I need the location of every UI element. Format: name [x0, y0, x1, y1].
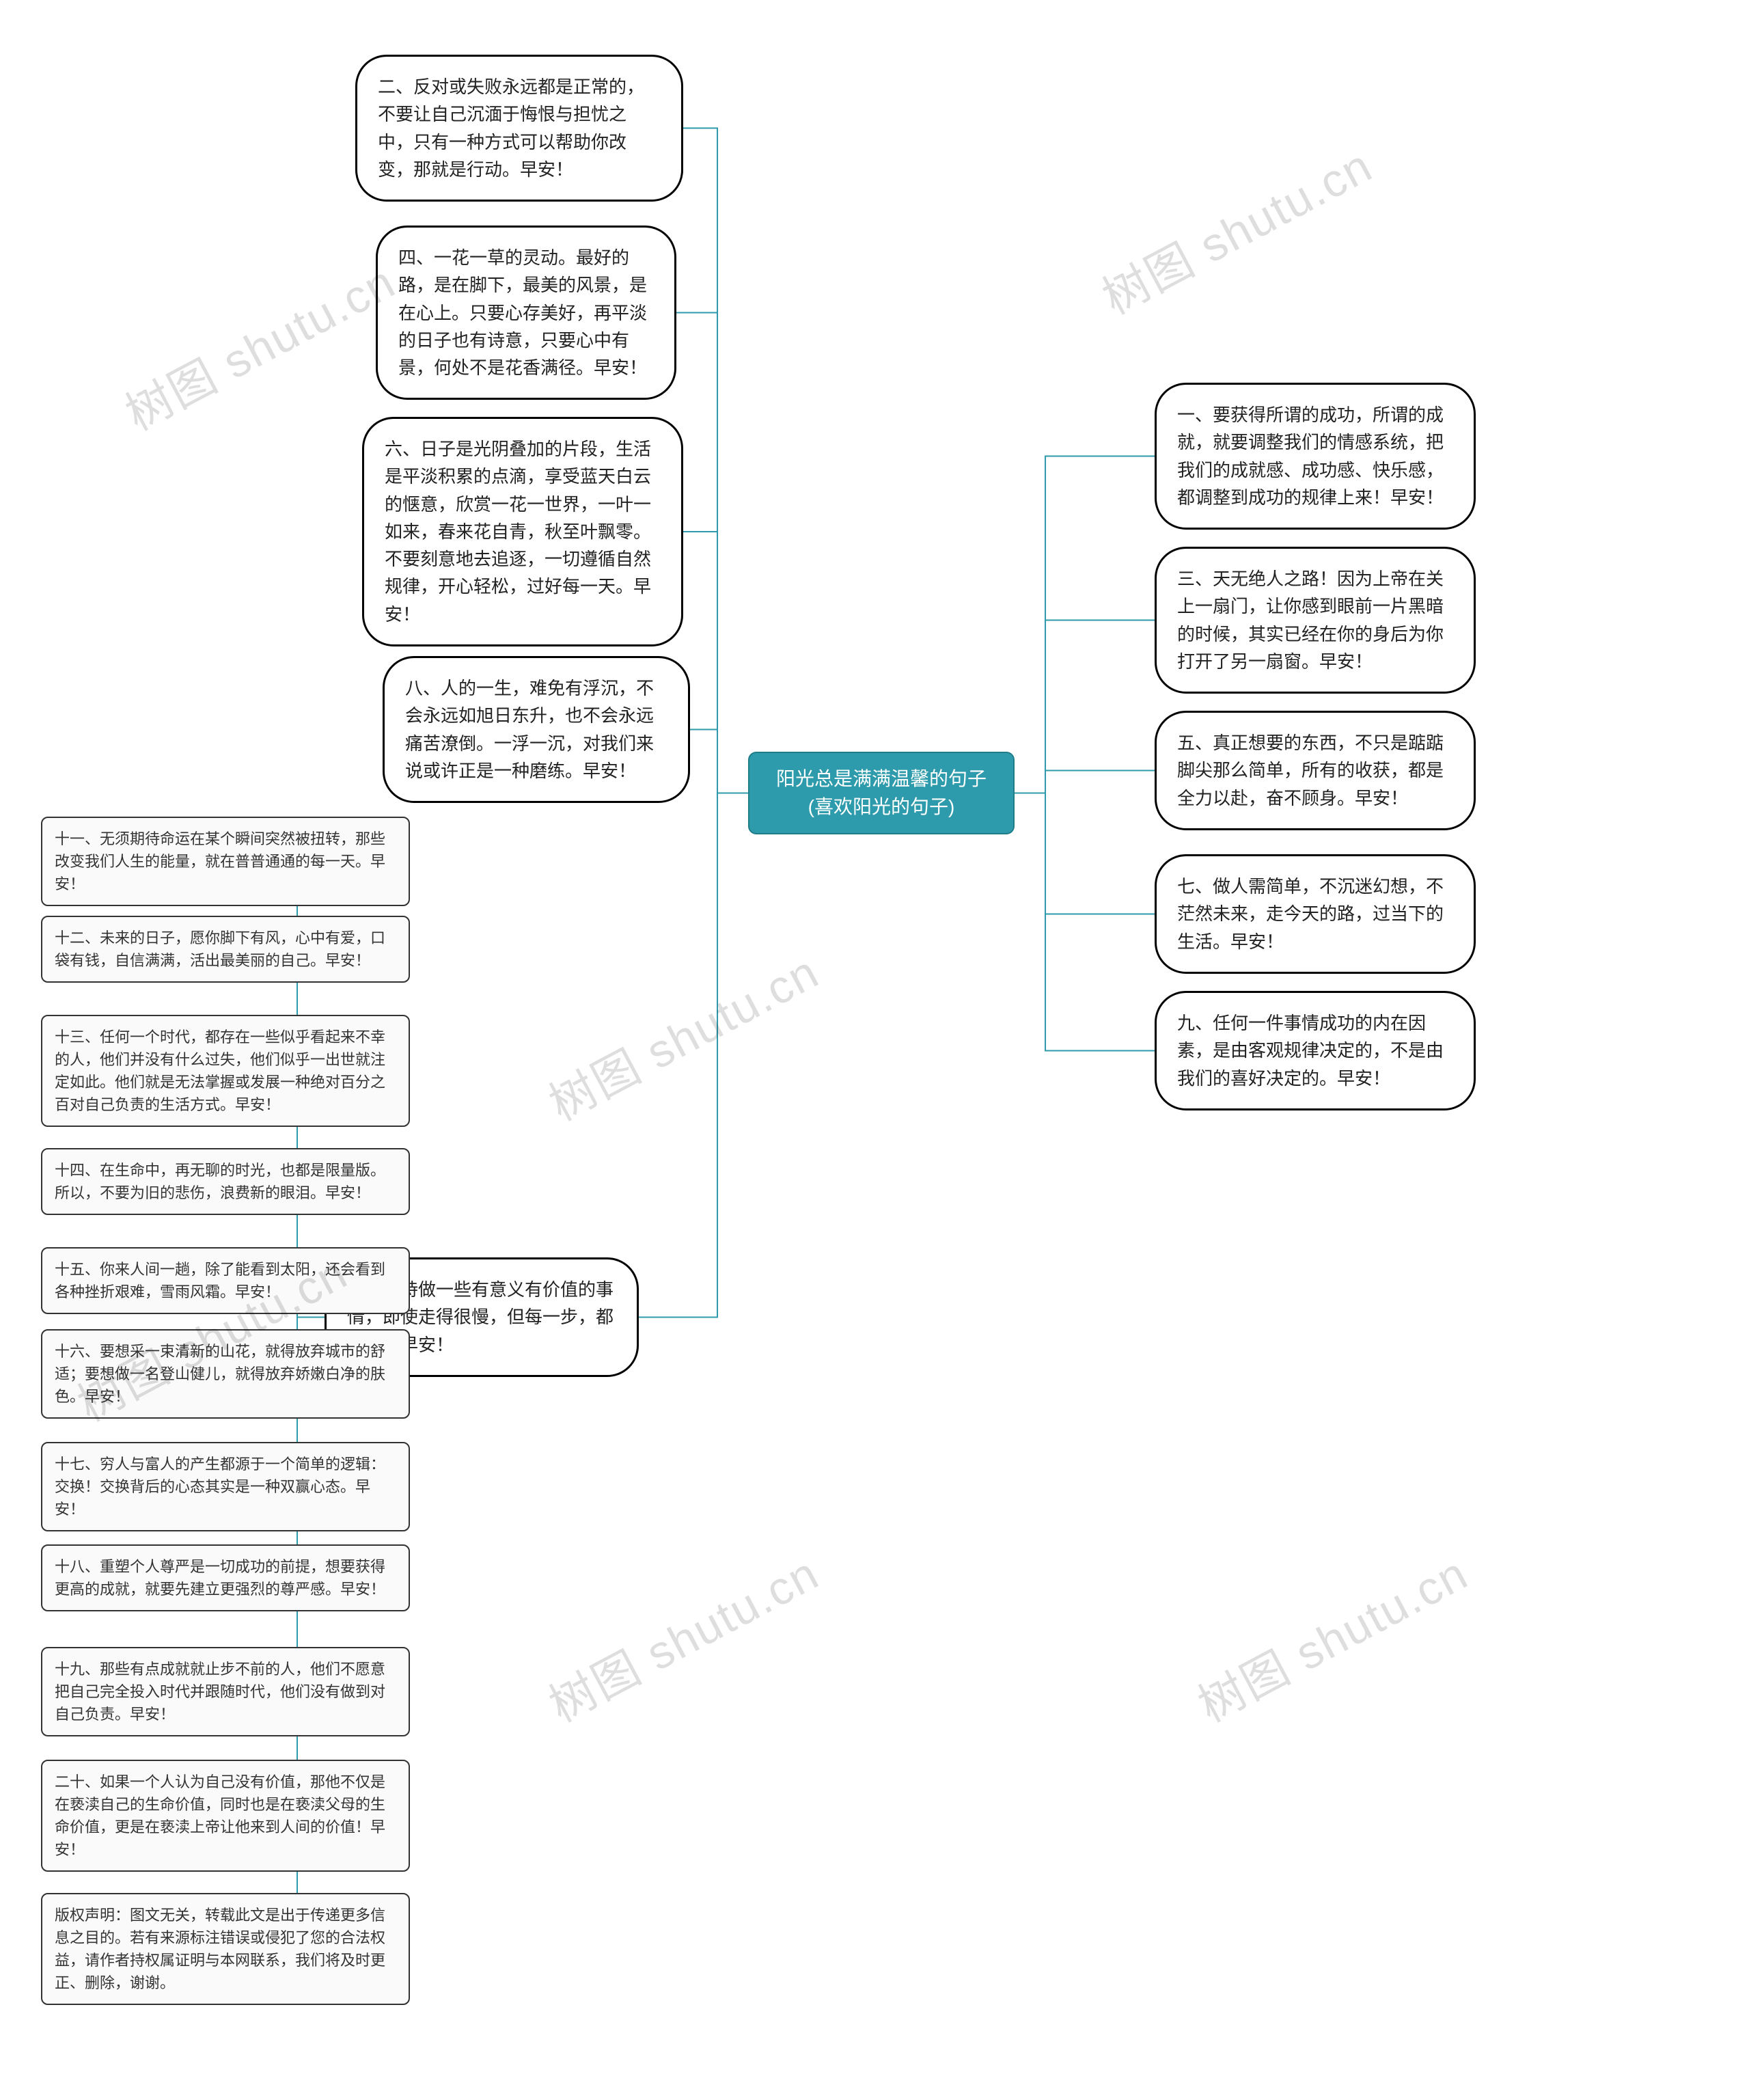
node-text: 十一、无须期待命运在某个瞬间突然被扭转，那些改变我们人生的能量，就在普普通通的每…: [55, 830, 385, 892]
mindmap-node: 十七、穷人与富人的产生都源于一个简单的逻辑：交换！交换背后的心态其实是一种双赢心…: [41, 1442, 410, 1531]
mindmap-node: 十五、你来人间一趟，除了能看到太阳，还会看到各种挫折艰难，雪雨风霜。早安！: [41, 1247, 410, 1314]
node-text: 九、任何一件事情成功的内在因素，是由客观规律决定的，不是由我们的喜好决定的。早安…: [1177, 1013, 1444, 1089]
node-text: 十三、任何一个时代，都存在一些似乎看起来不幸的人，他们并没有什么过失，他们似乎一…: [55, 1028, 385, 1113]
mindmap-node: 一、要获得所谓的成功，所谓的成就，就要调整我们的情感系统，把我们的成就感、成功感…: [1155, 383, 1476, 530]
watermark: 树图 shutu.cn: [536, 935, 829, 1134]
mindmap-node: 十一、无须期待命运在某个瞬间突然被扭转，那些改变我们人生的能量，就在普普通通的每…: [41, 817, 410, 906]
mindmap-node: 六、日子是光阴叠加的片段，生活是平淡积累的点滴，享受蓝天白云的惬意，欣赏一花一世…: [362, 417, 683, 646]
mindmap-node: 十六、要想采一束清新的山花，就得放弃城市的舒适；要想做一名登山健儿，就得放弃娇嫩…: [41, 1329, 410, 1419]
mindmap-node: 九、任何一件事情成功的内在因素，是由客观规律决定的，不是由我们的喜好决定的。早安…: [1155, 991, 1476, 1110]
mindmap-node: 十四、在生命中，再无聊的时光，也都是限量版。所以，不要为旧的悲伤，浪费新的眼泪。…: [41, 1148, 410, 1215]
mindmap-node: 七、做人需简单，不沉迷幻想，不茫然未来，走今天的路，过当下的生活。早安！: [1155, 854, 1476, 974]
watermark: 树图 shutu.cn: [112, 245, 406, 444]
node-text: 六、日子是光阴叠加的片段，生活是平淡积累的点滴，享受蓝天白云的惬意，欣赏一花一世…: [385, 439, 651, 625]
node-text: 十六、要想采一束清新的山花，就得放弃城市的舒适；要想做一名登山健儿，就得放弃娇嫩…: [55, 1343, 385, 1405]
node-text: 八、人的一生，难免有浮沉，不会永远如旭日东升，也不会永远痛苦潦倒。一浮一沉，对我…: [405, 678, 654, 781]
mindmap-node: 十二、未来的日子，愿你脚下有风，心中有爱，口袋有钱，自信满满，活出最美丽的自己。…: [41, 916, 410, 983]
node-text: 三、天无绝人之路！因为上帝在关上一扇门，让你感到眼前一片黑暗的时候，其实已经在你…: [1177, 569, 1444, 672]
node-text: 十二、未来的日子，愿你脚下有风，心中有爱，口袋有钱，自信满满，活出最美丽的自己。…: [55, 929, 385, 969]
node-text: 四、一花一草的灵动。最好的路，是在脚下，最美的风景，是在心上。只要心存美好，再平…: [398, 247, 647, 378]
mindmap-node: 十九、那些有点成就就止步不前的人，他们不愿意把自己完全投入时代并跟随时代，他们没…: [41, 1647, 410, 1736]
node-text: 七、做人需简单，不沉迷幻想，不茫然未来，走今天的路，过当下的生活。早安！: [1177, 876, 1444, 952]
mindmap-node: 四、一花一草的灵动。最好的路，是在脚下，最美的风景，是在心上。只要心存美好，再平…: [376, 226, 676, 400]
mindmap-canvas: 阳光总是满满温馨的句子(喜欢阳光的句子) 二、反对或失败永远都是正常的，不要让自…: [0, 0, 1749, 2100]
root-label: 阳光总是满满温馨的句子(喜欢阳光的句子): [776, 768, 987, 817]
node-text: 十七、穷人与富人的产生都源于一个简单的逻辑：交换！交换背后的心态其实是一种双赢心…: [55, 1456, 385, 1518]
watermark: 树图 shutu.cn: [1089, 128, 1383, 327]
mindmap-node: 十八、重塑个人尊严是一切成功的前提，想要获得更高的成就，就要先建立更强烈的尊严感…: [41, 1544, 410, 1611]
root-node: 阳光总是满满温馨的句子(喜欢阳光的句子): [748, 752, 1015, 834]
mindmap-node: 十三、任何一个时代，都存在一些似乎看起来不幸的人，他们并没有什么过失，他们似乎一…: [41, 1015, 410, 1127]
mindmap-node: 版权声明：图文无关，转载此文是出于传递更多信息之目的。若有来源标注错误或侵犯了您…: [41, 1893, 410, 2005]
mindmap-node: 三、天无绝人之路！因为上帝在关上一扇门，让你感到眼前一片黑暗的时候，其实已经在你…: [1155, 547, 1476, 694]
watermark: 树图 shutu.cn: [536, 1536, 829, 1735]
node-text: 十八、重塑个人尊严是一切成功的前提，想要获得更高的成就，就要先建立更强烈的尊严感…: [55, 1558, 385, 1598]
mindmap-node: 五、真正想要的东西，不只是踮踮脚尖那么简单，所有的收获，都是全力以赴，奋不顾身。…: [1155, 711, 1476, 830]
node-text: 二十、如果一个人认为自己没有价值，那他不仅是在亵渎自己的生命价值，同时也是在亵渎…: [55, 1773, 385, 1858]
mindmap-node: 二、反对或失败永远都是正常的，不要让自己沉湎于悔恨与担忧之中，只有一种方式可以帮…: [355, 55, 683, 202]
node-text: 版权声明：图文无关，转载此文是出于传递更多信息之目的。若有来源标注错误或侵犯了您…: [55, 1907, 385, 1991]
watermark: 树图 shutu.cn: [1185, 1536, 1478, 1735]
node-text: 十九、那些有点成就就止步不前的人，他们不愿意把自己完全投入时代并跟随时代，他们没…: [55, 1661, 385, 1723]
mindmap-node: 二十、如果一个人认为自己没有价值，那他不仅是在亵渎自己的生命价值，同时也是在亵渎…: [41, 1760, 410, 1872]
node-text: 一、要获得所谓的成功，所谓的成就，就要调整我们的情感系统，把我们的成就感、成功感…: [1177, 405, 1444, 508]
node-text: 十五、你来人间一趟，除了能看到太阳，还会看到各种挫折艰难，雪雨风霜。早安！: [55, 1261, 385, 1300]
node-text: 十四、在生命中，再无聊的时光，也都是限量版。所以，不要为旧的悲伤，浪费新的眼泪。…: [55, 1162, 385, 1201]
mindmap-node: 八、人的一生，难免有浮沉，不会永远如旭日东升，也不会永远痛苦潦倒。一浮一沉，对我…: [383, 656, 690, 803]
node-text: 二、反对或失败永远都是正常的，不要让自己沉湎于悔恨与担忧之中，只有一种方式可以帮…: [378, 77, 644, 180]
node-text: 五、真正想要的东西，不只是踮踮脚尖那么简单，所有的收获，都是全力以赴，奋不顾身。…: [1177, 733, 1444, 808]
